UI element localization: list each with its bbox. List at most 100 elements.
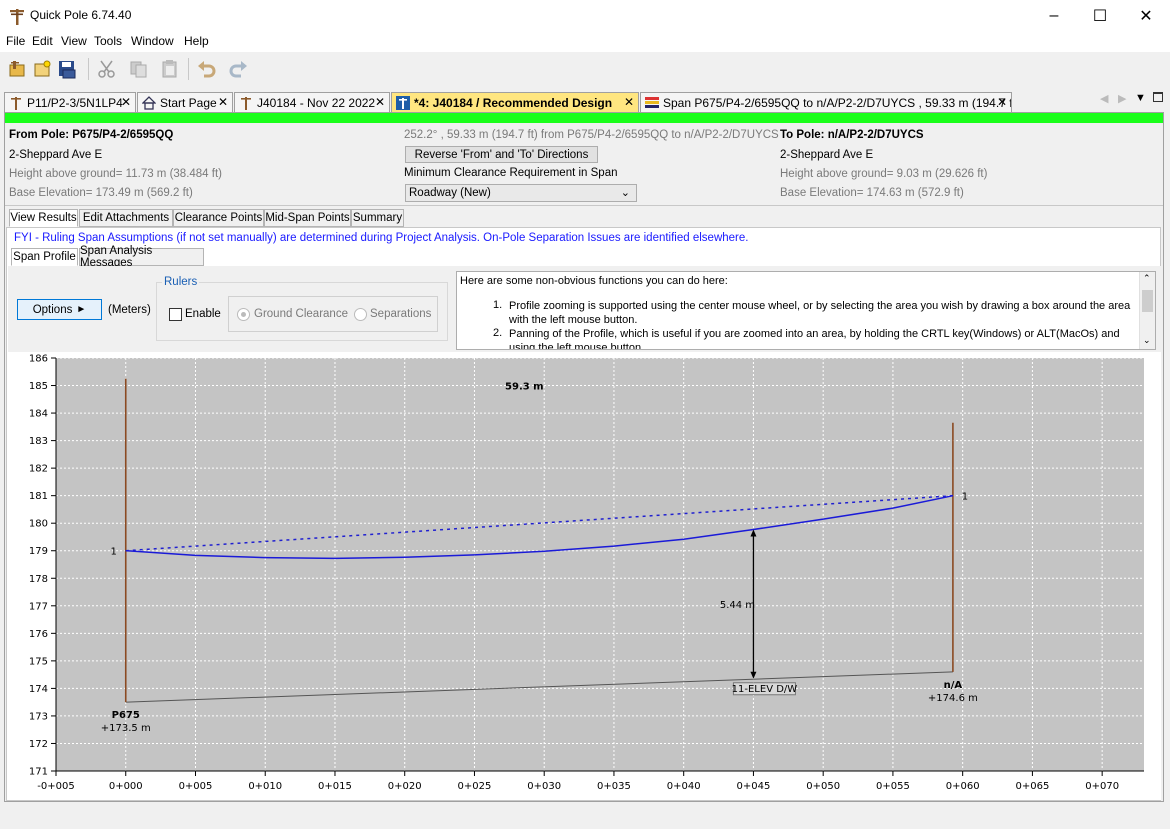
tab-start-page[interactable]: Start Page ✕ — [137, 92, 233, 112]
reverse-directions-button[interactable]: Reverse 'From' and 'To' Directions — [405, 146, 598, 163]
x-tick-label: 0+055 — [876, 781, 910, 792]
tab-list-icon[interactable]: ▼ — [1135, 92, 1146, 104]
close-tab-icon[interactable]: ✕ — [120, 95, 131, 109]
pole-icon — [396, 95, 410, 110]
chord-line — [125, 494, 953, 552]
tab-edit-attachments[interactable]: Edit Attachments — [79, 209, 173, 227]
plot-area — [56, 358, 1144, 771]
menu-view[interactable]: View — [61, 34, 87, 48]
menu-window[interactable]: Window — [131, 34, 174, 48]
title-bar: Quick Pole 6.74.40 – ☐ ✕ — [0, 0, 1170, 32]
tab-j40184-nov[interactable]: J40184 - Nov 22 2022 ✕ — [234, 92, 390, 112]
y-tick-label: 178 — [29, 574, 48, 585]
y-tick-label: 174 — [29, 684, 48, 695]
menu-tools[interactable]: Tools — [94, 34, 123, 48]
save-icon[interactable] — [55, 56, 81, 82]
close-tab-icon[interactable]: ✕ — [623, 95, 634, 109]
new-project-icon[interactable] — [30, 56, 56, 82]
undo-icon[interactable] — [194, 56, 220, 82]
pole-icon — [11, 96, 21, 110]
document-tab-bar: P11/P2-3/5N1LP4 ✕ Start Page ✕ J40184 - … — [0, 88, 1170, 112]
hint-item-2: Panning of the Profile, which is useful … — [509, 328, 1120, 350]
ground-line — [125, 671, 953, 703]
min-clearance-select[interactable]: Roadway (New) ⌄ — [405, 184, 637, 202]
copy-icon[interactable] — [126, 56, 152, 82]
pole-name-label: n/A — [944, 680, 963, 691]
tab-span-analysis-messages[interactable]: Span Analysis Messages — [79, 245, 204, 269]
menu-file[interactable]: File — [6, 34, 26, 48]
span-bearing: 252.2° , 59.33 m (194.7 ft) from P675/P4… — [404, 129, 779, 141]
menu-help[interactable]: Help — [184, 34, 209, 48]
tab-mid-span-points[interactable]: Mid-Span Points — [264, 209, 351, 227]
paste-icon[interactable] — [157, 56, 183, 82]
x-tick-label: 0+010 — [248, 781, 282, 792]
minimize-button[interactable]: – — [1049, 7, 1059, 24]
y-tick-label: 179 — [29, 546, 48, 557]
chevron-right-icon: ► — [76, 304, 87, 315]
attachment-label: 1 — [962, 492, 968, 503]
x-tick-label: 0+070 — [1085, 781, 1119, 792]
close-window-button[interactable]: ✕ — [1139, 8, 1153, 25]
y-tick-label: 172 — [29, 739, 48, 750]
tab-summary[interactable]: Summary — [351, 209, 404, 227]
fyi-message: FYI - Ruling Span Assumptions (if not se… — [14, 232, 749, 244]
hints-intro: Here are some non-obvious functions you … — [460, 275, 728, 287]
span-length-label: 59.3 m — [505, 382, 544, 393]
enable-label: Enable — [185, 308, 221, 320]
cut-icon[interactable] — [94, 56, 120, 82]
options-button[interactable]: Options ► — [17, 299, 102, 320]
scroll-down-icon[interactable]: ⌄ — [1143, 335, 1151, 345]
ruler-mode-group — [228, 296, 438, 332]
hints-scrollbar[interactable]: ⌃ ⌄ — [1139, 272, 1155, 349]
tab-scroll-left-icon[interactable]: ◀ — [1100, 93, 1109, 105]
from-pole-street: 2-Sheppard Ave E — [9, 149, 103, 161]
tab-recommended-design[interactable]: *4: J40184 / Recommended Design ✕ — [391, 92, 639, 112]
tab-label: Start Page — [160, 95, 217, 110]
close-tab-icon[interactable]: ✕ — [996, 95, 1007, 109]
x-tick-label: 0+035 — [597, 781, 631, 792]
ground-clearance-label: Ground Clearance — [254, 308, 348, 320]
y-tick-label: 181 — [29, 491, 48, 502]
separations-radio[interactable] — [354, 308, 367, 321]
conductor-sag-line — [125, 494, 954, 560]
clearance-arrow-head-top — [750, 529, 757, 537]
rulers-group — [156, 282, 448, 341]
tab-scroll-right-icon[interactable]: ▶ — [1118, 93, 1127, 105]
tab-span-profile[interactable]: Span Profile — [11, 248, 78, 266]
redo-icon[interactable] — [225, 56, 251, 82]
x-tick-label: 0+015 — [318, 781, 352, 792]
window-title: Quick Pole 6.74.40 — [30, 8, 132, 22]
menu-edit[interactable]: Edit — [32, 34, 53, 48]
open-project-icon[interactable] — [6, 56, 32, 82]
ground-point-box — [732, 682, 796, 696]
tab-span[interactable]: Span P675/P4-2/6595QQ to n/A/P2-2/D7UYCS… — [640, 92, 1012, 112]
y-tick-label: 173 — [29, 711, 48, 722]
close-tab-icon[interactable]: ✕ — [217, 95, 228, 109]
scroll-thumb[interactable] — [1142, 290, 1153, 312]
ground-point-label: 11-ELEV D/W — [732, 684, 798, 695]
x-tick-label: 0+030 — [527, 781, 561, 792]
chevron-down-icon: ⌄ — [620, 187, 630, 199]
maximize-button[interactable]: ☐ — [1092, 8, 1108, 25]
y-tick-label: 176 — [29, 629, 48, 640]
y-axis: 171 172 173 174 175 176 177 178 179 180 181 182 183 1… — [29, 354, 57, 778]
min-clearance-value: Roadway (New) — [409, 187, 491, 199]
to-pole-base: Base Elevation= 174.63 m (572.9 ft) — [780, 187, 964, 199]
scroll-up-icon[interactable]: ⌃ — [1143, 273, 1151, 283]
close-tab-icon[interactable]: ✕ — [374, 95, 385, 109]
tab-clearance-points[interactable]: Clearance Points — [173, 209, 264, 227]
to-pole-title: To Pole: n/A/P2-2/D7UYCS — [780, 129, 924, 141]
hint-item-1: Profile zooming is supported using the c… — [509, 300, 1131, 326]
y-tick-label: 184 — [29, 409, 48, 420]
tab-view-results[interactable]: View Results — [9, 209, 78, 227]
enable-checkbox[interactable] — [169, 308, 182, 321]
maximize-panel-icon[interactable] — [1153, 92, 1163, 102]
options-label: Options — [32, 303, 73, 316]
span-profile-chart[interactable]: 171 172 173 174 175 176 177 178 179 180 181 182 183 1… — [8, 352, 1161, 800]
to-pole-street: 2-Sheppard Ave E — [780, 149, 874, 161]
x-axis: -0+005 0+000 0+005 0+010 0+015 0+020 0+025 0+03… — [37, 770, 1144, 792]
pole-elevation-label: +174.6 m — [928, 693, 978, 704]
ground-clearance-radio[interactable] — [237, 308, 250, 321]
tab-p11[interactable]: P11/P2-3/5N1LP4 ✕ — [4, 92, 136, 112]
hints-textbox[interactable]: Here are some non-obvious functions you … — [456, 271, 1156, 350]
